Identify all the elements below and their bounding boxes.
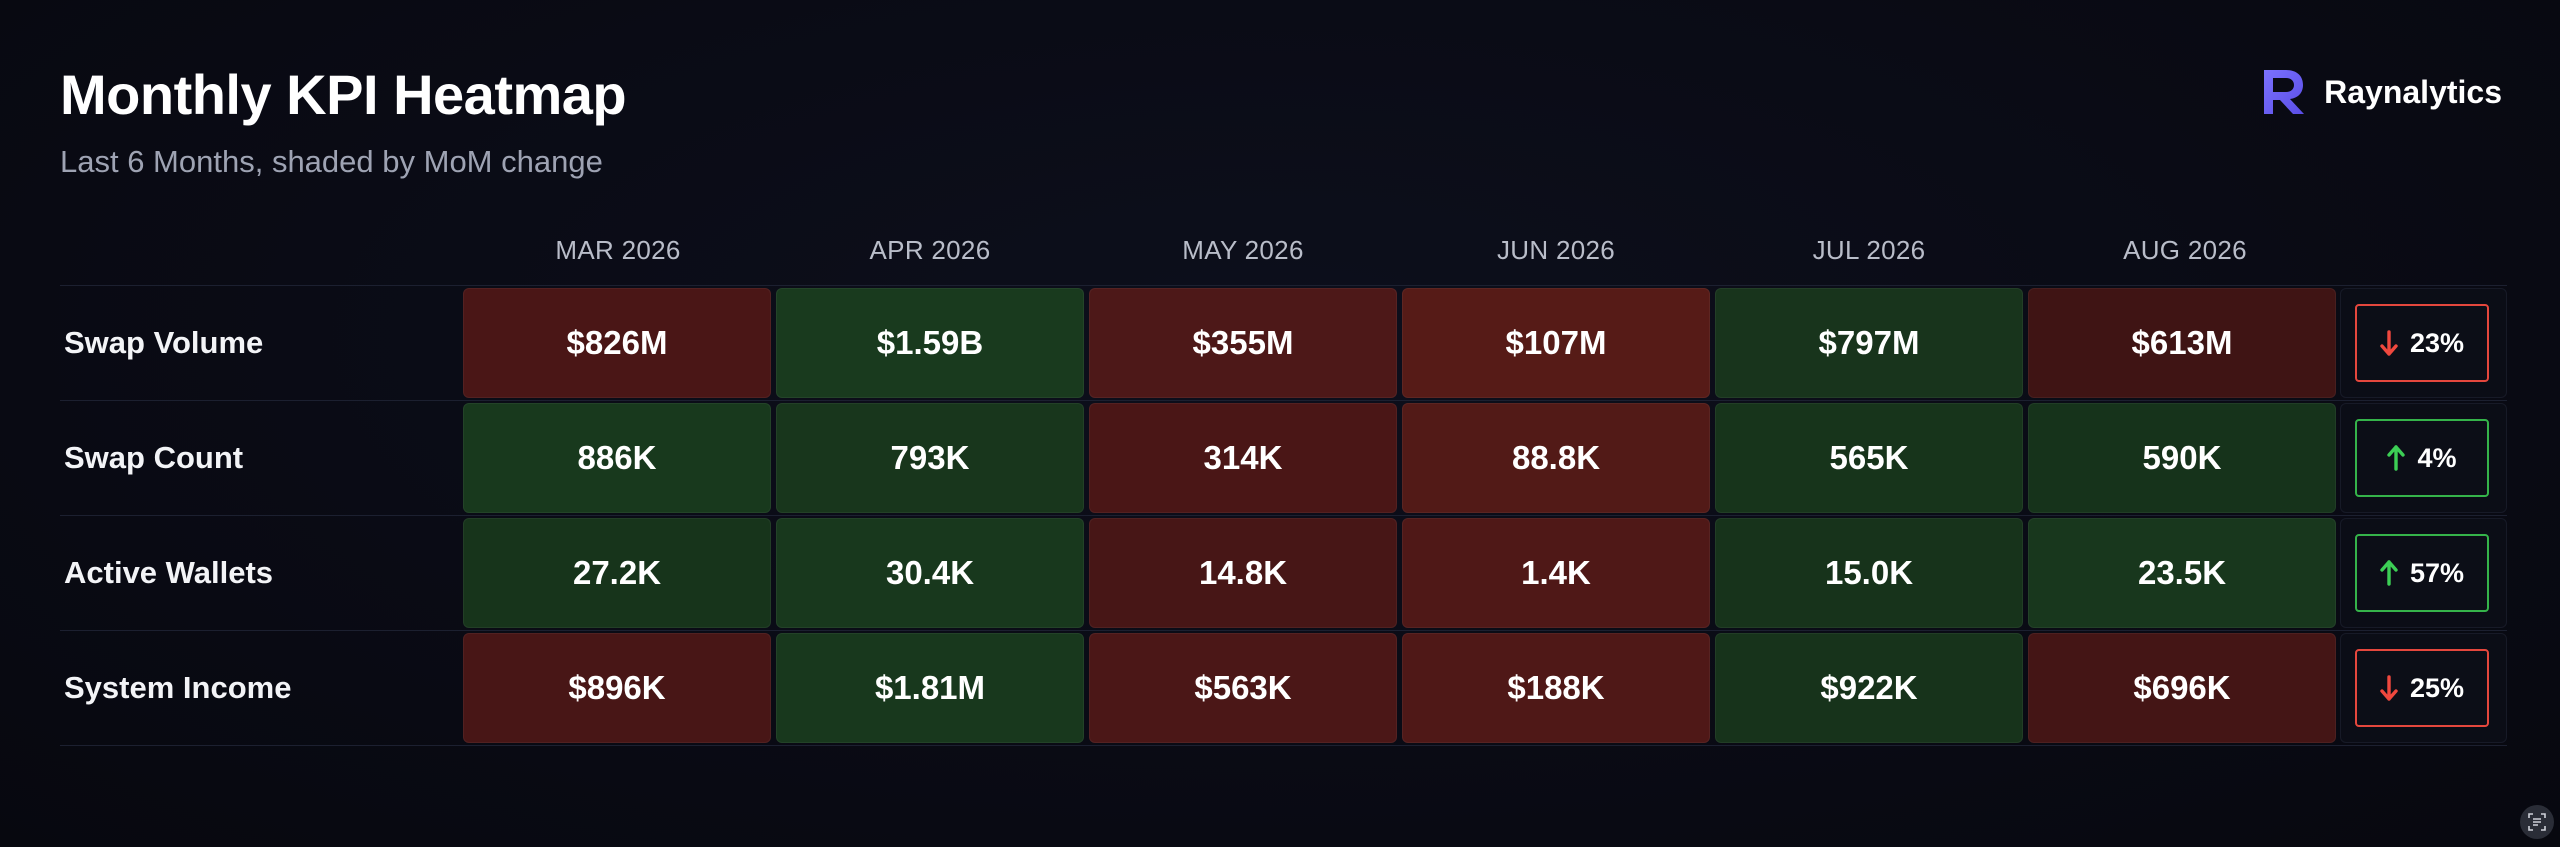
mom-change-value: 23% [2409, 327, 2465, 358]
arrow-down-icon [2380, 330, 2398, 356]
mom-change-badge-up: 57% [2355, 534, 2489, 612]
heatmap-cell: $188K [1402, 633, 1710, 743]
heatmap-cell: 15.0K [1715, 518, 2023, 628]
mom-change-value: 25% [2409, 672, 2465, 703]
heatmap-cell: $563K [1089, 633, 1397, 743]
mom-change-badge-down: 25% [2355, 649, 2489, 727]
heatmap-cell: $797M [1715, 288, 2023, 398]
page-title: Monthly KPI Heatmap [60, 63, 627, 126]
raynalytics-logo-icon [2264, 70, 2305, 114]
heatmap-cell: $613M [2028, 288, 2336, 398]
heatmap-cell: 27.2K [463, 518, 771, 628]
mom-change-value: 57% [2409, 557, 2465, 588]
row-label: Swap Count [64, 440, 244, 475]
mom-change-badge-down: 23% [2355, 304, 2489, 382]
brand-name: Raynalytics [2324, 73, 2502, 110]
arrow-up-icon [2380, 560, 2398, 586]
heatmap-cell: $922K [1715, 633, 2023, 743]
mom-change-cell: 57% [2340, 518, 2507, 628]
heatmap-cell: 793K [776, 403, 1084, 513]
row-label: Swap Volume [64, 325, 264, 360]
heatmap-cell: $355M [1089, 288, 1397, 398]
month-header: MAY 2026 [1182, 235, 1304, 265]
heatmap-cell: 14.8K [1089, 518, 1397, 628]
page-subtitle: Last 6 Months, shaded by MoM change [60, 144, 603, 179]
heatmap-cell: 565K [1715, 403, 2023, 513]
row-divider [60, 285, 2507, 286]
row-label: System Income [64, 670, 292, 705]
heatmap-cell: 88.8K [1402, 403, 1710, 513]
heatmap-cell: $1.81M [776, 633, 1084, 743]
brand: Raynalytics [2258, 66, 2502, 118]
mom-change-cell: 23% [2340, 288, 2507, 398]
month-header: JUL 2026 [1812, 235, 1926, 265]
heatmap-cell: 30.4K [776, 518, 1084, 628]
month-header: APR 2026 [869, 235, 991, 265]
heatmap-cell: 590K [2028, 403, 2336, 513]
heatmap-cell: $107M [1402, 288, 1710, 398]
heatmap-cell: 23.5K [2028, 518, 2336, 628]
month-header: JUN 2026 [1496, 235, 1616, 265]
heatmap-cell: $696K [2028, 633, 2336, 743]
row-label: Active Wallets [64, 555, 274, 590]
mom-change-value: 4% [2417, 442, 2457, 473]
row-divider [60, 630, 2507, 631]
mom-change-badge-up: 4% [2355, 419, 2489, 497]
heatmap-cell: 886K [463, 403, 771, 513]
month-header: AUG 2026 [2123, 235, 2247, 265]
mom-change-cell: 4% [2340, 403, 2507, 513]
mom-change-cell: 25% [2340, 633, 2507, 743]
heatmap-cell: $1.59B [776, 288, 1084, 398]
heatmap-cell: 1.4K [1402, 518, 1710, 628]
row-divider [60, 515, 2507, 516]
live-text-icon[interactable] [2520, 805, 2554, 839]
heatmap-cell: 314K [1089, 403, 1397, 513]
heatmap-cell: $826M [463, 288, 771, 398]
heatmap-cell: $896K [463, 633, 771, 743]
month-header: MAR 2026 [555, 235, 681, 265]
arrow-up-icon [2387, 445, 2406, 471]
arrow-down-icon [2380, 675, 2398, 701]
row-divider [60, 400, 2507, 401]
row-divider [60, 745, 2507, 746]
